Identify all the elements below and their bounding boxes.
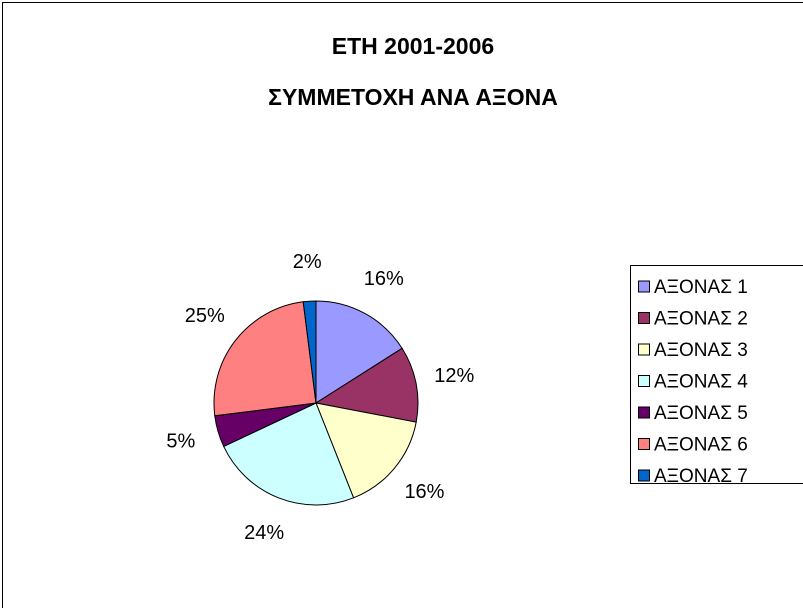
legend-label: ΑΞΟΝΑΣ 4	[654, 372, 748, 393]
pie-slice	[302, 300, 317, 404]
pie-slice	[223, 402, 355, 506]
legend-swatch	[638, 312, 650, 324]
data-label: 16%	[364, 268, 404, 290]
pie-slice	[315, 402, 417, 499]
pie-slice	[314, 347, 419, 423]
pie-slice	[315, 300, 403, 404]
data-label: 5%	[166, 431, 195, 453]
chart-title: ΕΤΗ 2001-2006	[332, 33, 494, 59]
legend-swatch	[638, 280, 650, 293]
data-label: 12%	[434, 365, 474, 387]
legend-label: ΑΞΟΝΑΣ 7	[654, 466, 748, 487]
legend-swatch	[638, 343, 650, 356]
data-label: 24%	[244, 522, 284, 544]
pie-slice	[213, 301, 317, 417]
data-label: 16%	[404, 481, 444, 503]
data-label: 2%	[293, 251, 322, 273]
legend-label: ΑΞΟΝΑΣ 1	[654, 277, 748, 298]
chart-subtitle: ΣΥΜΜΕΤΟΧΗ ΑΝΑ ΑΞΟΝΑ	[268, 84, 558, 110]
legend-swatch	[638, 438, 650, 450]
legend-label: ΑΞΟΝΑΣ 2	[654, 309, 748, 330]
data-label: 25%	[185, 305, 225, 327]
legend-label: ΑΞΟΝΑΣ 5	[654, 403, 748, 424]
legend-swatch	[638, 469, 650, 482]
legend-swatch	[638, 375, 650, 387]
legend-box	[630, 265, 803, 484]
legend-label: ΑΞΟΝΑΣ 3	[654, 340, 748, 361]
legend-label: ΑΞΟΝΑΣ 6	[654, 435, 748, 456]
legend-swatch	[638, 406, 650, 419]
